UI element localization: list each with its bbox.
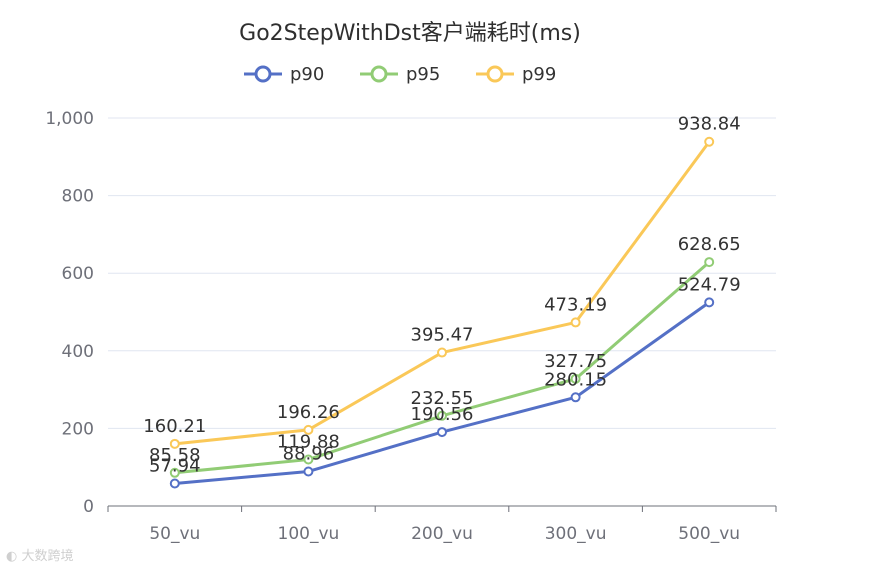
data-label-p90: 190.56	[411, 404, 474, 425]
x-axis: 50_vu 100_vu 200_vu 300_vu 500_vu	[107, 505, 777, 544]
logo-icon: ◐	[6, 549, 18, 564]
data-label-p99: 473.19	[544, 294, 607, 315]
data-point-p95[interactable]	[570, 373, 581, 384]
data-labels: 57.94 88.96 190.56 280.15 524.79 85.58 119.88 2…	[143, 114, 740, 477]
data-point-p90[interactable]	[704, 297, 715, 308]
data-label-p90: 57.94	[149, 456, 201, 477]
legend-item-p90[interactable]: p90	[244, 64, 324, 85]
data-label-p99: 938.84	[678, 114, 741, 135]
data-point-p90[interactable]	[437, 427, 447, 438]
data-point-p90[interactable]	[303, 466, 314, 477]
legend-marker-icon	[370, 65, 388, 83]
data-label-p90: 524.79	[678, 274, 741, 295]
y-tick-label: 800	[62, 187, 94, 207]
data-label-p99: 160.21	[143, 416, 206, 437]
y-tick-label: 600	[62, 264, 94, 284]
x-tick-label: 200_vu	[411, 524, 473, 544]
y-tick-label: 1,000	[45, 109, 94, 129]
x-tick-label: 500_vu	[678, 524, 740, 544]
data-point-p99[interactable]	[570, 317, 581, 328]
legend-item-p95[interactable]: p95	[360, 64, 440, 85]
x-tick-label: 50_vu	[149, 524, 200, 544]
grid-lines	[108, 117, 776, 429]
data-label-p95: 327.75	[544, 351, 607, 372]
series-points	[169, 136, 715, 489]
y-tick-label: 0	[83, 497, 94, 517]
x-tick-label: 300_vu	[545, 524, 607, 544]
legend-marker-icon	[254, 65, 272, 83]
data-point-p95[interactable]	[437, 410, 447, 421]
data-label-p95: 628.65	[678, 234, 741, 255]
data-point-p95[interactable]	[169, 467, 180, 478]
x-tick-label: 100_vu	[278, 524, 340, 544]
data-label-p99: 196.26	[277, 402, 340, 423]
legend-label: p95	[406, 64, 440, 85]
legend-item-p99[interactable]: p99	[476, 64, 556, 85]
data-label-p95: 232.55	[411, 388, 474, 409]
data-label-p90: 280.15	[544, 369, 607, 390]
y-tick-label: 400	[62, 342, 94, 362]
series-line-p95	[174, 260, 711, 475]
y-tick-label: 200	[62, 419, 94, 439]
legend-label: p99	[522, 64, 556, 85]
data-point-p90[interactable]	[169, 478, 180, 489]
data-label-p99: 395.47	[411, 325, 474, 346]
data-label-p95: 85.58	[149, 445, 201, 466]
y-axis: 0 200 400 600 800 1,000	[45, 109, 94, 517]
watermark-text: 大数跨境	[21, 549, 74, 564]
data-point-p90[interactable]	[570, 392, 581, 403]
watermark: ◐ 大数跨境	[6, 545, 74, 564]
data-point-p95[interactable]	[303, 454, 314, 465]
legend[interactable]: p90 p95 p99	[244, 64, 556, 85]
legend-label: p90	[290, 64, 324, 85]
data-point-p99[interactable]	[437, 347, 447, 358]
data-point-p99[interactable]	[303, 424, 314, 435]
data-point-p99[interactable]	[169, 438, 180, 449]
chart-title: Go2StepWithDst客户端耗时(ms)	[239, 21, 581, 46]
data-point-p95[interactable]	[704, 257, 715, 268]
legend-marker-icon	[486, 65, 504, 83]
data-label-p95: 119.88	[277, 431, 340, 452]
data-label-p90: 88.96	[283, 443, 335, 464]
data-point-p99[interactable]	[704, 136, 715, 147]
